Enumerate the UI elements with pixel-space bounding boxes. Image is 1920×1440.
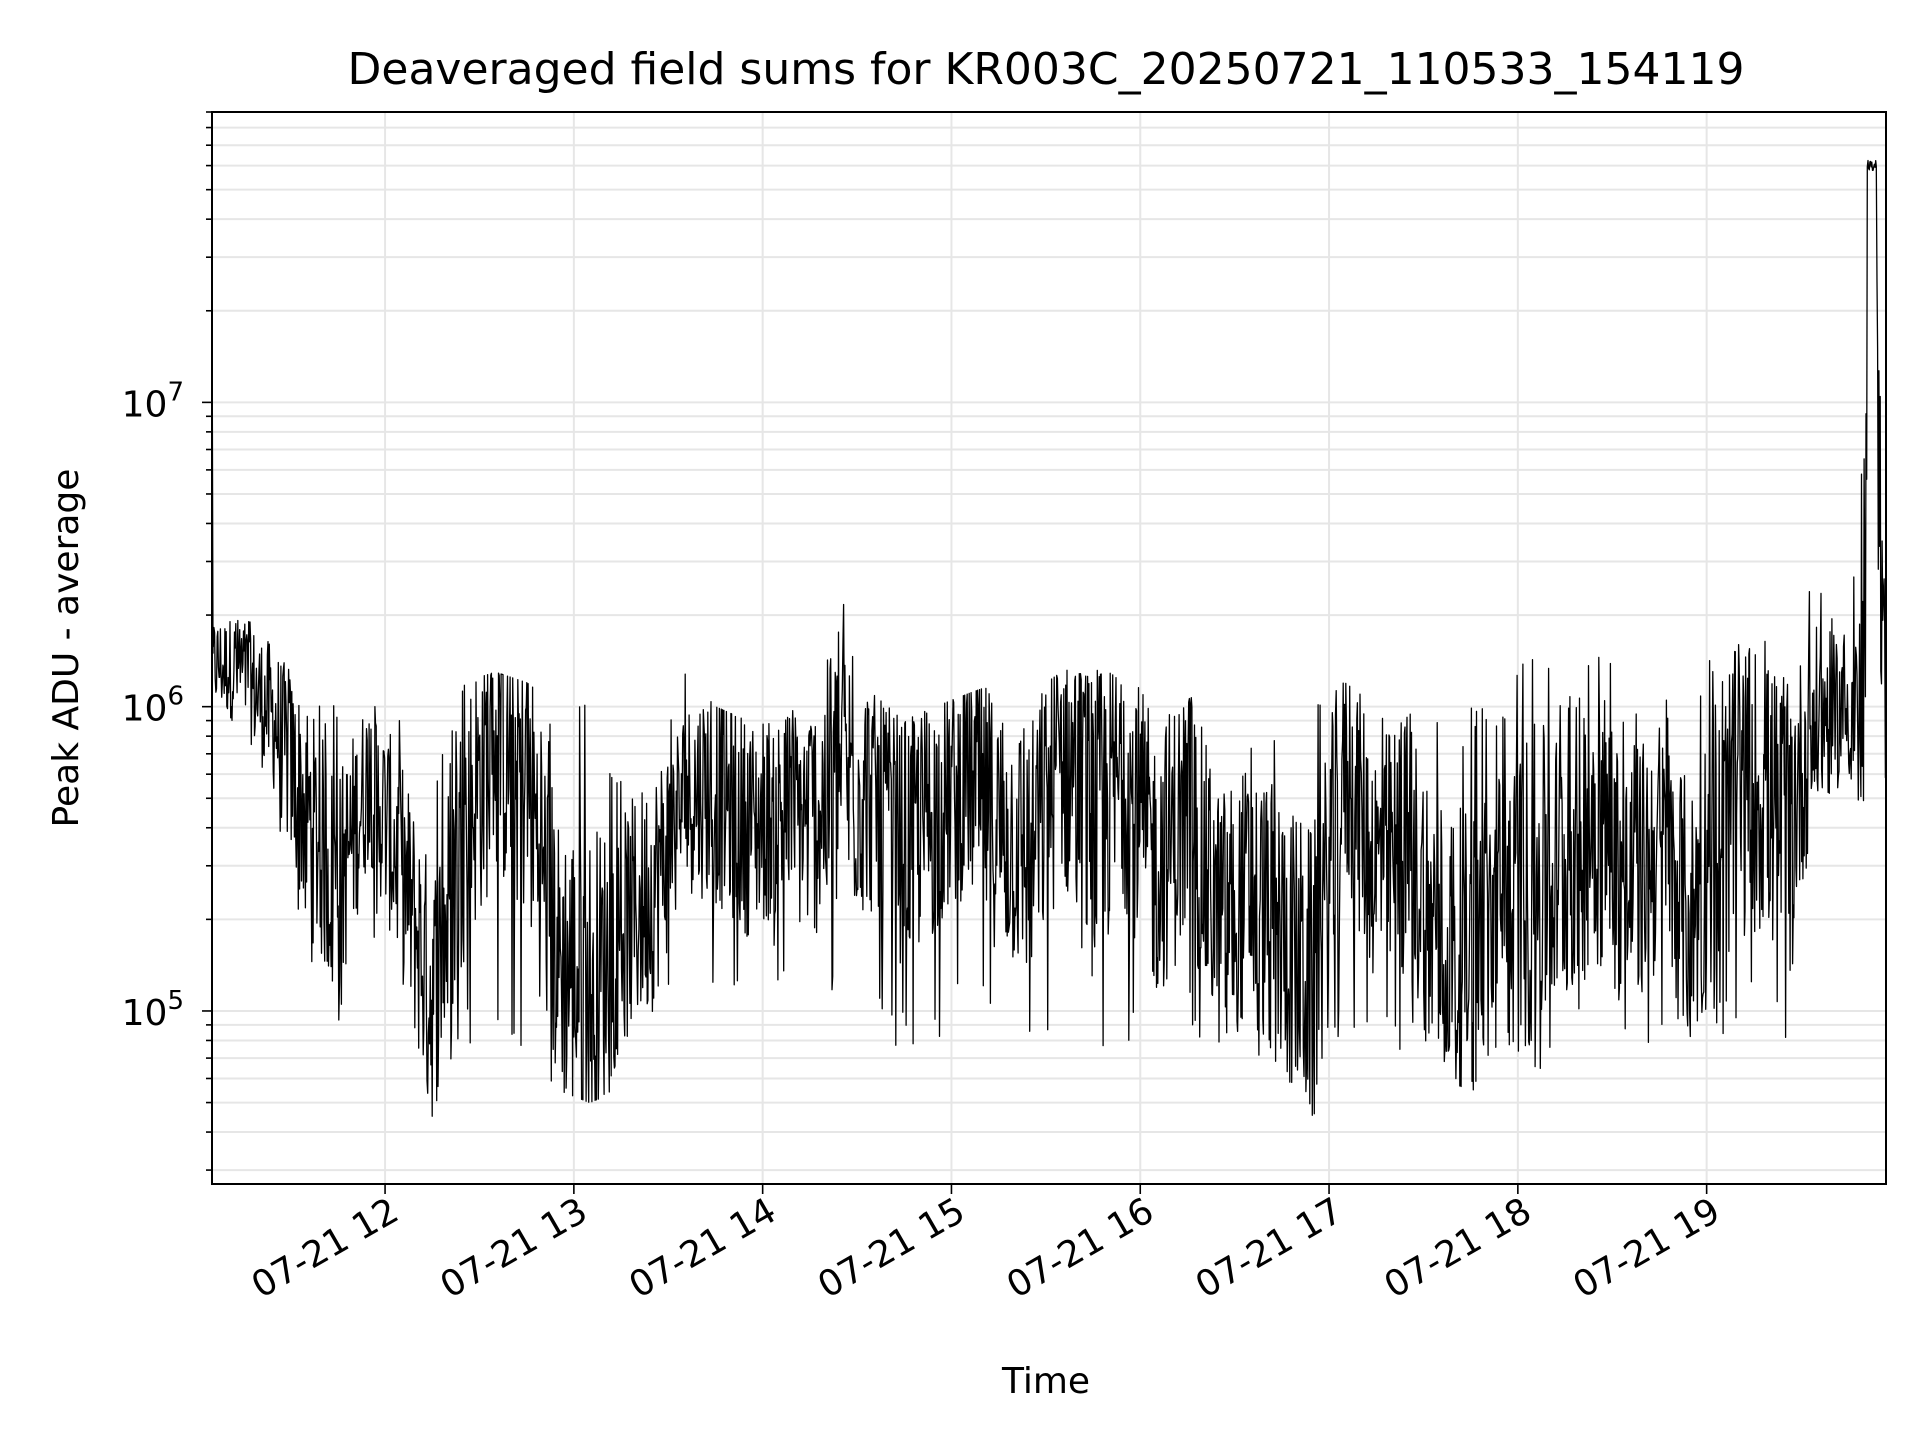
x-axis-label: Time — [1001, 1361, 1090, 1402]
x-tick-label: 07-21 17 — [1189, 1190, 1350, 1306]
x-tick-label: 07-21 18 — [1378, 1190, 1539, 1306]
chart-title: Deaveraged field sums for KR003C_2025072… — [348, 44, 1745, 95]
x-tick-label: 07-21 13 — [434, 1190, 595, 1306]
series-line — [211, 159, 1887, 1117]
x-tick-label: 07-21 12 — [245, 1190, 406, 1306]
grid — [212, 111, 1886, 1184]
x-tick-label: 07-21 15 — [811, 1190, 972, 1306]
y-tick-label: 105 — [122, 986, 184, 1034]
x-tick-label: 07-21 14 — [622, 1190, 783, 1306]
y-axis: 105 106 107 — [122, 111, 212, 1171]
x-tick-label: 07-21 19 — [1566, 1190, 1727, 1306]
data-series — [211, 159, 1887, 1117]
x-tick-label: 07-21 16 — [1000, 1190, 1161, 1306]
y-axis-label: Peak ADU - average — [46, 469, 87, 828]
y-tick-label: 106 — [122, 682, 184, 730]
plot-frame — [211, 111, 1887, 1185]
y-tick-label: 107 — [122, 377, 184, 425]
x-axis: 07-21 12 07-21 13 07-21 14 07-21 15 07-21 16… — [245, 1184, 1727, 1307]
